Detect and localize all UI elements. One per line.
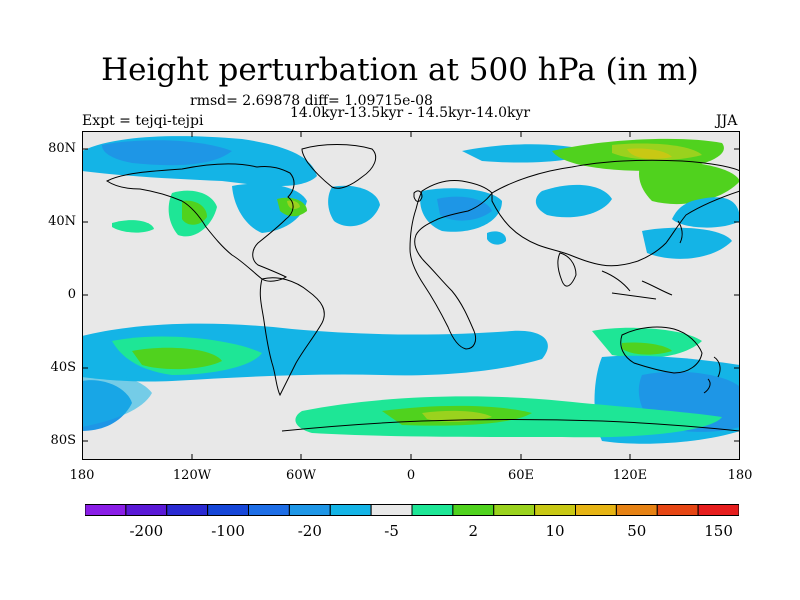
colorbar bbox=[85, 504, 739, 516]
colorbar-box bbox=[248, 504, 290, 516]
tick-marks bbox=[82, 131, 740, 460]
colorbar-box bbox=[85, 504, 127, 516]
colorbar-box bbox=[493, 504, 536, 516]
colorbar-box bbox=[452, 504, 495, 516]
contour-regions-north bbox=[82, 136, 740, 259]
lon-tick-label: 60E bbox=[507, 468, 535, 483]
stats-line: rmsd= 2.69878 diff= 1.09715e-08 bbox=[190, 93, 433, 109]
colorbar-label: 2 bbox=[468, 522, 479, 540]
contour-regions-south bbox=[82, 323, 740, 444]
colorbar-box bbox=[697, 504, 739, 516]
colorbar-label: -100 bbox=[211, 522, 245, 540]
lat-tick-label: 40S bbox=[50, 360, 76, 375]
lon-tick-label: 0 bbox=[406, 468, 416, 483]
colorbar-label: 50 bbox=[627, 522, 647, 540]
colorbar-label: -200 bbox=[129, 522, 164, 540]
colorbar-box bbox=[288, 504, 331, 516]
colorbar-box bbox=[575, 504, 617, 516]
map-title: Height perturbation at 500 hPa (in m) bbox=[101, 52, 699, 88]
colorbar-label: -5 bbox=[384, 522, 399, 540]
colorbar-box bbox=[329, 504, 372, 516]
season-label: JJA bbox=[716, 113, 738, 129]
colorbar-box bbox=[411, 504, 454, 516]
colorbar-box bbox=[656, 504, 699, 516]
lat-tick-label: 40N bbox=[48, 214, 76, 229]
lat-tick-label: 80S bbox=[50, 433, 76, 448]
colorbar-box bbox=[615, 504, 658, 516]
lon-tick-label: 60W bbox=[286, 468, 316, 483]
lon-tick-label: 180 bbox=[69, 468, 95, 483]
colorbar-box bbox=[125, 504, 168, 516]
period-line: 14.0kyr-13.5kyr - 14.5kyr-14.0kyr bbox=[290, 105, 531, 121]
colorbar-label: 10 bbox=[545, 522, 565, 540]
lon-tick-label: 120E bbox=[612, 468, 648, 483]
colorbar-label: -20 bbox=[297, 522, 322, 540]
colorbar-box bbox=[370, 504, 413, 516]
lon-tick-label: 120W bbox=[172, 468, 212, 483]
colorbar-box bbox=[207, 504, 250, 516]
coastlines bbox=[106, 144, 740, 432]
lon-tick-label: 180 bbox=[727, 468, 753, 483]
colorbar-box bbox=[534, 504, 577, 516]
experiment-label: Expt = tejqi-tejpi bbox=[82, 113, 204, 129]
colorbar-box bbox=[166, 504, 209, 516]
colorbar-label: 150 bbox=[704, 522, 733, 540]
lat-tick-label: 0 bbox=[67, 287, 76, 302]
lat-tick-label: 80N bbox=[48, 141, 76, 156]
map-plot bbox=[82, 131, 740, 460]
